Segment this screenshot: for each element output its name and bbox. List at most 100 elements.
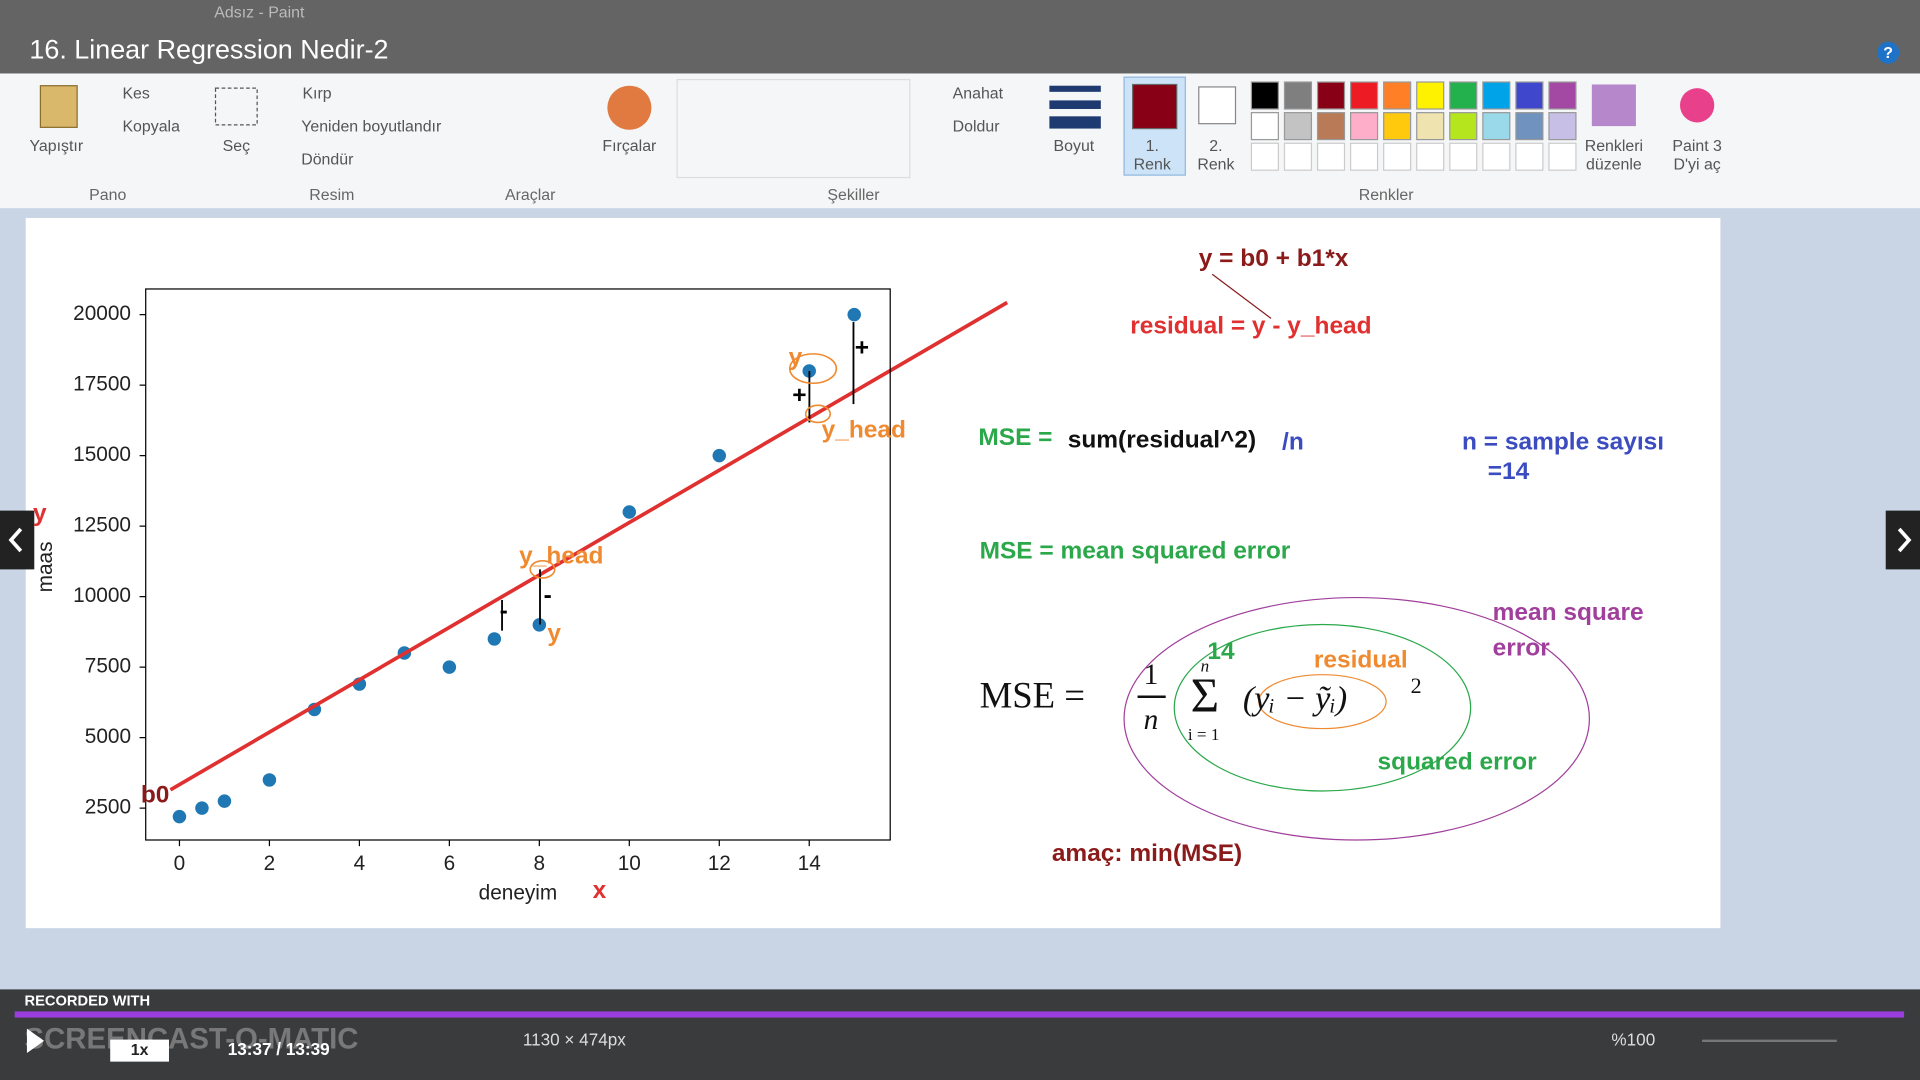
color2-swatch[interactable] xyxy=(1198,86,1237,125)
annotation: y xyxy=(789,344,803,371)
ellipse xyxy=(1123,596,1590,841)
note: y = b0 + b1*x xyxy=(1199,245,1349,272)
annotation: - xyxy=(544,582,552,609)
palette-empty xyxy=(1515,142,1544,171)
formula: i = 1 xyxy=(1188,725,1220,744)
palette-swatch[interactable] xyxy=(1515,112,1544,141)
point xyxy=(487,632,502,646)
player-bar xyxy=(0,989,1920,1080)
palette-swatch[interactable] xyxy=(1250,112,1279,141)
palette-empty xyxy=(1416,142,1445,171)
brushes[interactable]: Fırçalar xyxy=(602,138,657,155)
palette-swatch[interactable] xyxy=(1515,81,1544,110)
next-button[interactable] xyxy=(1885,510,1920,570)
size[interactable]: Boyut xyxy=(1054,138,1095,155)
highlight-circles xyxy=(529,353,838,579)
point xyxy=(847,307,861,322)
group-label: Resim xyxy=(309,187,354,204)
formula: n xyxy=(1144,704,1159,736)
help-button[interactable] xyxy=(1877,41,1900,64)
video-title: 16. Linear Regression Nedir-2 xyxy=(29,35,388,65)
select[interactable]: Seç xyxy=(223,138,250,155)
crop[interactable]: Kırp xyxy=(302,85,331,102)
progress[interactable] xyxy=(14,1011,1905,1018)
prev-button[interactable] xyxy=(0,510,35,570)
speed-button[interactable] xyxy=(110,1039,169,1062)
palette-swatch[interactable] xyxy=(1283,112,1313,141)
point xyxy=(172,809,187,824)
y-tick-label: 20000 xyxy=(73,302,131,325)
shapes-gallery[interactable] xyxy=(676,78,911,179)
palette-swatch[interactable] xyxy=(1383,112,1412,141)
group-label: Renkler xyxy=(1359,187,1415,204)
palette-swatch[interactable] xyxy=(1350,112,1379,141)
palette-swatch[interactable] xyxy=(1350,81,1379,110)
window-title: Adsız - Paint xyxy=(214,5,305,22)
paint3d[interactable]: D'yi aç xyxy=(1674,157,1721,174)
annotation: + xyxy=(855,334,869,361)
palette-swatch[interactable] xyxy=(1416,81,1445,110)
rotate[interactable]: Döndür xyxy=(301,152,354,169)
watermark: SCREENCAST-O-MATIC xyxy=(24,1023,358,1056)
x-tick-label: 8 xyxy=(534,852,546,875)
palette-swatch[interactable] xyxy=(1449,112,1478,141)
edit-colors-icon[interactable] xyxy=(1591,84,1636,127)
palette-swatch[interactable] xyxy=(1548,81,1577,110)
formula-note: error xyxy=(1493,634,1551,661)
palette-swatch[interactable] xyxy=(1316,81,1346,110)
point xyxy=(532,618,547,632)
x-tick-label: 2 xyxy=(264,852,276,875)
paste-icon[interactable] xyxy=(39,85,78,128)
select-icon[interactable] xyxy=(214,87,258,126)
cut[interactable]: Kes xyxy=(122,85,149,102)
palette-swatch[interactable] xyxy=(1383,81,1412,110)
size-icon[interactable] xyxy=(1049,85,1101,92)
prev-icon xyxy=(8,527,23,553)
fill[interactable]: Doldur xyxy=(953,119,1001,136)
palette-swatch[interactable] xyxy=(1482,81,1511,110)
formula: 2 xyxy=(1411,673,1422,698)
watermark: RECORDED WITH xyxy=(24,994,150,1010)
palette-empty xyxy=(1316,142,1346,171)
paste[interactable]: Yapıştır xyxy=(30,138,84,155)
annotation: b0 xyxy=(141,781,170,808)
size-icon[interactable] xyxy=(1049,116,1101,129)
formula-note: residual xyxy=(1314,647,1408,674)
edit-colors[interactable]: düzenle xyxy=(1586,157,1642,174)
group-label: Pano xyxy=(89,187,126,204)
point xyxy=(622,505,637,519)
play-button[interactable] xyxy=(26,1028,45,1054)
y-tick-label: 10000 xyxy=(73,584,131,607)
copy[interactable]: Kopyala xyxy=(122,119,180,136)
palette-swatch[interactable] xyxy=(1316,112,1346,141)
paint3d[interactable]: Paint 3 xyxy=(1672,138,1722,155)
palette-empty xyxy=(1283,142,1313,171)
palette-swatch[interactable] xyxy=(1548,112,1577,141)
palette-swatch[interactable] xyxy=(1250,81,1279,110)
note: amaç: min(MSE) xyxy=(1052,840,1242,867)
highlight xyxy=(804,404,831,424)
zoom: %100 xyxy=(1611,1029,1655,1049)
point xyxy=(195,801,209,815)
formula: MSE = xyxy=(980,675,1085,716)
outline[interactable]: Anahat xyxy=(953,85,1004,102)
paint3d-icon[interactable] xyxy=(1680,88,1715,123)
annotation: x xyxy=(593,877,607,904)
annotation: y xyxy=(33,500,47,527)
edit-colors[interactable]: Renkleri xyxy=(1585,138,1643,155)
palette-swatch[interactable] xyxy=(1449,81,1478,110)
group-label: Araçlar xyxy=(505,187,556,204)
x-tick-label: 0 xyxy=(174,852,186,875)
palette-swatch[interactable] xyxy=(1482,112,1511,141)
resize[interactable]: Yeniden boyutlandır xyxy=(301,119,442,136)
y-tick-label: 15000 xyxy=(73,443,131,466)
size-icon[interactable] xyxy=(1049,100,1101,109)
x-tick-label: 4 xyxy=(354,852,366,875)
palette-empty xyxy=(1449,142,1478,171)
palette-swatch[interactable] xyxy=(1416,112,1445,141)
brush-icon[interactable] xyxy=(607,85,652,130)
palette-swatch[interactable] xyxy=(1283,81,1313,110)
group-label: Şekiller xyxy=(827,187,880,204)
annotations: y x b0 y_head y_head y y + + - - xyxy=(33,334,906,903)
